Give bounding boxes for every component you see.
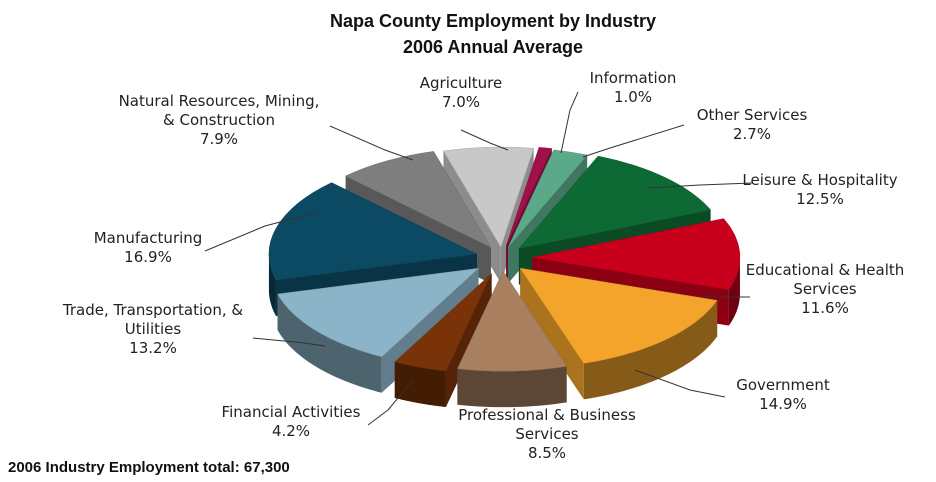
leader-line (634, 369, 726, 398)
leader-line (560, 91, 579, 154)
slice-label: Other Services 2.7% (697, 106, 808, 143)
slice-label: Financial Activities 4.2% (222, 403, 361, 440)
slice-label: Professional & Business Services 8.5% (458, 406, 636, 462)
slice-label: Trade, Transportation, & Utilities 13.2% (62, 301, 243, 357)
leader-lines (204, 91, 753, 426)
leader-line (699, 294, 750, 298)
slice-label: Government 14.9% (736, 376, 830, 413)
chart-subtitle: 2006 Annual Average (403, 37, 583, 57)
leader-line (460, 129, 509, 151)
pie-slice (394, 273, 492, 408)
employment-total: 2006 Industry Employment total: 67,300 (8, 459, 290, 476)
slice-label: Leisure & Hospitality 12.5% (742, 171, 897, 208)
slice-label: Manufacturing 16.9% (94, 229, 203, 266)
chart-title: Napa County Employment by Industry (330, 11, 656, 31)
leader-line (329, 125, 414, 161)
leader-line (582, 124, 685, 158)
leader-line (647, 182, 753, 189)
slice-label: Information 1.0% (590, 69, 677, 106)
leader-line (367, 379, 414, 426)
slice-label: Natural Resources, Mining, & Construction… (119, 92, 320, 148)
slice-label: Agriculture 7.0% (420, 74, 503, 111)
leader-line (204, 211, 319, 252)
slice-labels: Agriculture 7.0% Information 1.0% Other Serv… (62, 69, 904, 462)
slice-label: Educational & Health Services 11.6% (746, 261, 905, 317)
leader-line (252, 337, 326, 347)
pie-slice (519, 267, 718, 400)
pie-slice (457, 270, 568, 408)
pie-slices (268, 146, 741, 408)
